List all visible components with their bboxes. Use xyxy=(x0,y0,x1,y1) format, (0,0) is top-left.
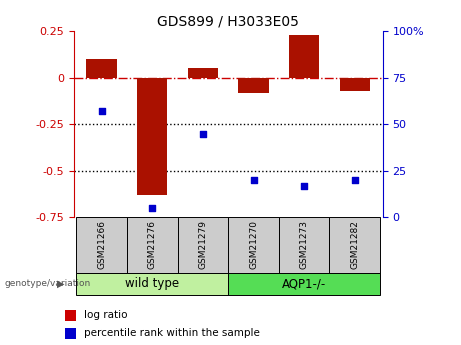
Bar xyxy=(228,217,279,273)
Bar xyxy=(76,217,127,273)
Bar xyxy=(86,59,117,78)
Bar xyxy=(238,78,269,92)
Bar xyxy=(330,217,380,273)
Text: GSM21282: GSM21282 xyxy=(350,220,359,269)
Title: GDS899 / H3033E05: GDS899 / H3033E05 xyxy=(157,14,299,29)
Text: log ratio: log ratio xyxy=(83,310,127,320)
Point xyxy=(98,108,105,114)
Text: GSM21279: GSM21279 xyxy=(198,220,207,269)
Bar xyxy=(340,78,370,91)
Bar xyxy=(228,273,380,295)
Text: percentile rank within the sample: percentile rank within the sample xyxy=(83,328,260,338)
Bar xyxy=(177,217,228,273)
Bar xyxy=(127,217,177,273)
Text: wild type: wild type xyxy=(125,277,179,290)
Point xyxy=(351,177,359,183)
Bar xyxy=(76,273,228,295)
Text: GSM21276: GSM21276 xyxy=(148,220,157,269)
Bar xyxy=(279,217,330,273)
Text: AQP1-/-: AQP1-/- xyxy=(282,277,326,290)
Text: GSM21266: GSM21266 xyxy=(97,220,106,269)
Bar xyxy=(65,328,76,339)
Bar xyxy=(137,78,167,195)
Bar xyxy=(188,68,218,78)
Bar xyxy=(289,35,319,78)
Point xyxy=(148,205,156,211)
Text: GSM21270: GSM21270 xyxy=(249,220,258,269)
Point xyxy=(250,177,257,183)
Text: genotype/variation: genotype/variation xyxy=(5,279,91,288)
Point xyxy=(199,131,207,136)
Point xyxy=(301,183,308,188)
Text: GSM21273: GSM21273 xyxy=(300,220,309,269)
Bar xyxy=(65,310,76,321)
Text: ▶: ▶ xyxy=(57,279,65,289)
